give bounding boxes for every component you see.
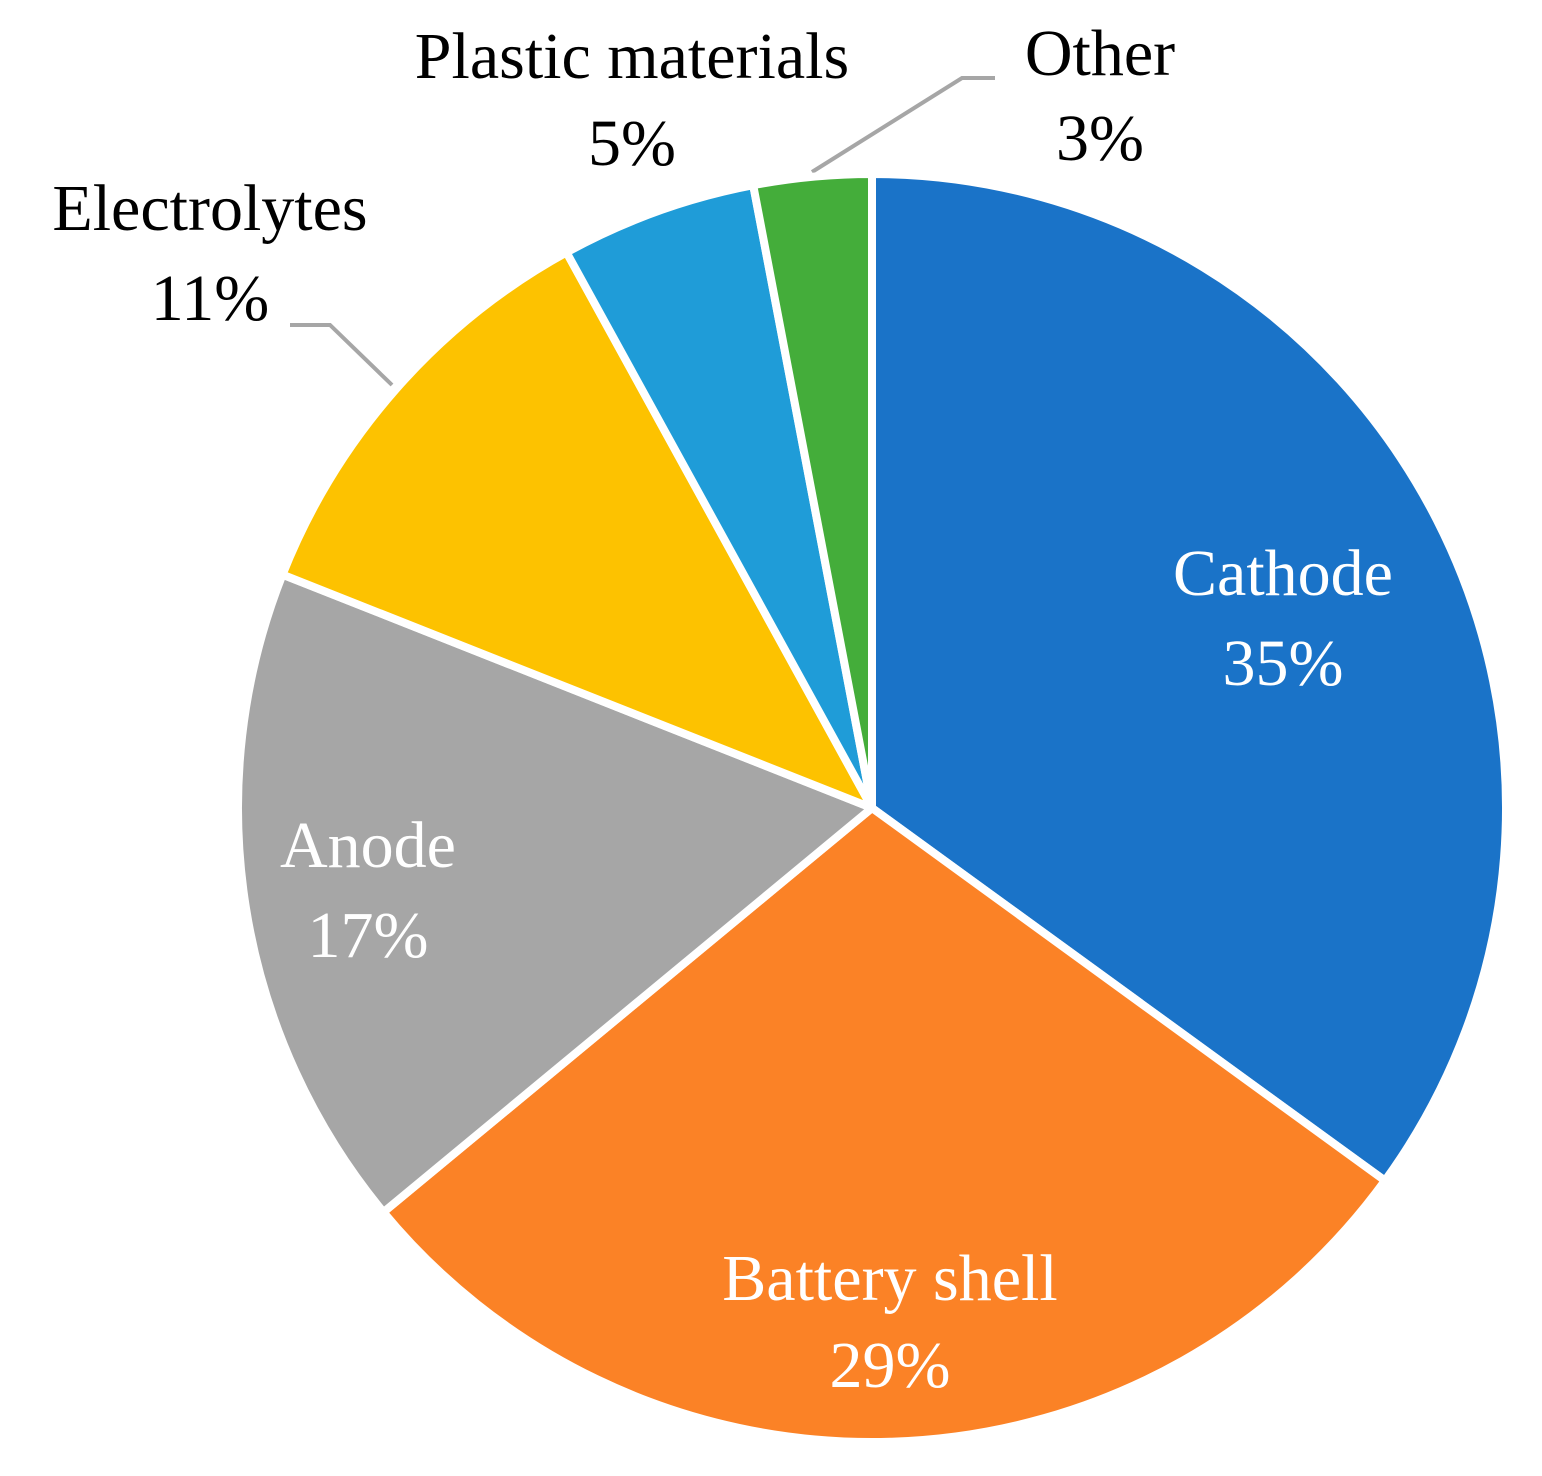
pie-slice [234, 570, 876, 1217]
leader-line [290, 323, 394, 387]
value-label: 5% [588, 107, 676, 180]
slice-label: Plastic materials [415, 20, 849, 93]
value-label: 17% [308, 899, 429, 972]
slice-label: Other [1025, 17, 1175, 90]
slice-label: Cathode [1173, 537, 1393, 610]
value-label: 3% [1056, 102, 1144, 175]
value-label: 35% [1223, 627, 1344, 700]
slice-label: Anode [280, 809, 456, 882]
value-label: 29% [830, 1329, 951, 1402]
pie-slice [868, 170, 1510, 1185]
pie-slice [749, 170, 876, 812]
pie-slice [379, 804, 1389, 1447]
pie-slice [278, 248, 876, 812]
pie-slice [562, 181, 876, 812]
slice-label: Battery shell [722, 1242, 1057, 1315]
slice-label: Electrolytes [52, 172, 367, 245]
value-label: 11% [151, 262, 270, 335]
leader-line [810, 76, 995, 174]
